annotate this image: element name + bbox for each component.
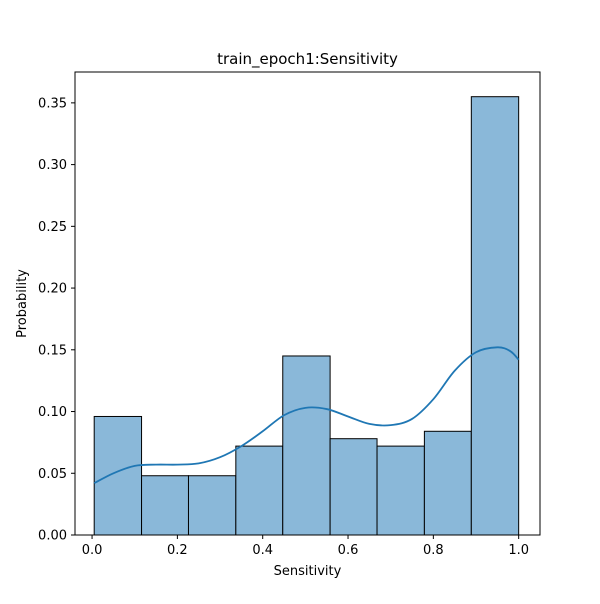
y-tick-label: 0.05 [38, 467, 67, 482]
x-tick-label: 0.6 [338, 543, 359, 558]
histogram-bar-6 [329, 438, 378, 536]
x-tick-label: 0.4 [252, 543, 273, 558]
histogram-bar-4 [235, 445, 284, 536]
kde-layer [93, 346, 520, 484]
histogram-bar-9 [470, 96, 520, 536]
x-tick-label: 1.0 [508, 543, 529, 558]
histogram-bar-5 [282, 355, 331, 536]
y-tick-label: 0.00 [38, 529, 67, 544]
x-axis-label: Sensitivity [274, 564, 342, 579]
chart-title: train_epoch1:Sensitivity [217, 50, 398, 69]
histogram-bar-1 [93, 415, 143, 536]
bars-layer [93, 96, 520, 536]
y-axis-ticks: 0.00 0.05 0.10 0.15 0.20 0.25 0.30 0.35 [38, 96, 75, 544]
y-tick-label: 0.15 [38, 343, 67, 358]
plot-frame [74, 71, 541, 536]
y-tick-label: 0.30 [38, 158, 67, 173]
histogram-bar-8 [423, 430, 472, 536]
histogram-bar-3 [187, 475, 237, 536]
y-tick-label: 0.25 [38, 220, 67, 235]
x-tick-label: 0.2 [167, 543, 188, 558]
x-tick-label: 0.0 [82, 543, 103, 558]
histogram-bar-2 [141, 475, 189, 536]
histogram-bar-7 [376, 445, 425, 536]
y-tick-label: 0.20 [38, 282, 67, 297]
y-tick-label: 0.35 [38, 96, 67, 111]
x-tick-label: 0.8 [423, 543, 444, 558]
y-axis-label: Probability [15, 269, 30, 338]
y-tick-label: 0.10 [38, 405, 67, 420]
kde-line [93, 346, 520, 484]
x-axis-ticks: 0.0 0.2 0.4 0.6 0.8 1.0 [82, 535, 529, 558]
